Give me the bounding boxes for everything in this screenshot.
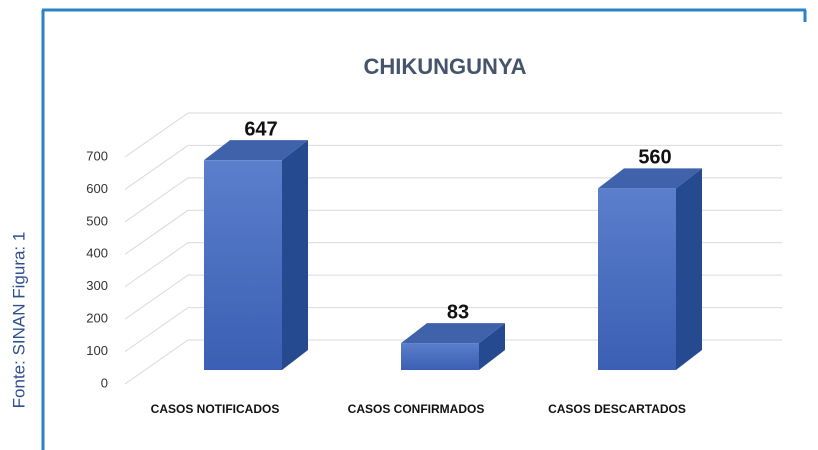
y-tick-label: 0 bbox=[101, 375, 108, 390]
bar bbox=[204, 160, 282, 370]
y-tick-label: 500 bbox=[86, 213, 108, 228]
bar-side bbox=[479, 323, 505, 370]
y-tick-label: 200 bbox=[86, 311, 108, 326]
x-tick-label: CASOS DESCARTADOS bbox=[548, 402, 686, 416]
grid-line bbox=[124, 177, 782, 223]
x-tick-label: CASOS CONFIRMADOS bbox=[348, 402, 485, 416]
bar-top bbox=[204, 140, 308, 161]
value-label: 83 bbox=[447, 301, 469, 323]
grid-line bbox=[124, 209, 782, 255]
source-note: Fonte: SINAN Figura: 1 bbox=[9, 232, 28, 409]
bar-side bbox=[282, 140, 308, 370]
grid-line bbox=[124, 339, 782, 385]
y-tick-label: 100 bbox=[86, 343, 108, 358]
bar-side bbox=[676, 168, 702, 370]
grid-line bbox=[124, 274, 782, 320]
grid-line bbox=[124, 144, 782, 190]
value-label: 560 bbox=[638, 147, 671, 169]
y-tick-label: 700 bbox=[86, 148, 108, 163]
x-tick-label: CASOS NOTIFICADOS bbox=[151, 402, 280, 416]
bar-top bbox=[598, 168, 702, 189]
grid-line bbox=[124, 112, 782, 158]
bar-top bbox=[401, 323, 505, 344]
bar bbox=[598, 188, 676, 370]
y-tick-label: 600 bbox=[86, 181, 108, 196]
grid-line bbox=[124, 307, 782, 352]
y-tick-label: 300 bbox=[86, 278, 108, 293]
chart-title: CHIKUNGUNYA bbox=[364, 54, 527, 79]
bar bbox=[401, 343, 479, 370]
y-tick-label: 400 bbox=[86, 246, 108, 261]
grid-line bbox=[124, 242, 782, 288]
value-label: 647 bbox=[244, 118, 277, 140]
